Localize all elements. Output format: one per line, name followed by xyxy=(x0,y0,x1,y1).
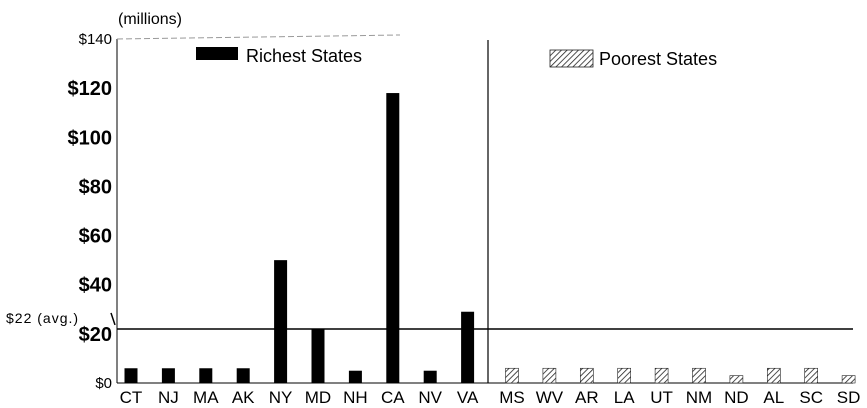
category-label-sc: SC xyxy=(799,388,823,407)
average-label-tick xyxy=(110,312,116,326)
y-tick-label: $80 xyxy=(79,176,112,198)
category-label-ma: MA xyxy=(193,388,219,407)
category-label-nh: NH xyxy=(343,388,368,407)
bar-ar xyxy=(579,367,594,384)
y-tick-label: $40 xyxy=(79,275,112,297)
bar-nv xyxy=(423,370,437,383)
category-label-ny: NY xyxy=(269,388,293,407)
bar-ak xyxy=(236,368,250,383)
bar-ct xyxy=(124,368,138,383)
units-label: (millions) xyxy=(118,11,182,28)
legend-poorest: Poorest States xyxy=(549,49,717,69)
legend-swatch-richest xyxy=(196,47,238,60)
legend-swatch-poorest xyxy=(549,49,594,68)
bar-al xyxy=(766,367,781,384)
category-label-sd: SD xyxy=(837,388,861,407)
category-label-va: VA xyxy=(457,388,479,407)
bar-ca xyxy=(386,93,400,384)
y-tick-label: $60 xyxy=(79,226,112,248)
bar-la xyxy=(617,367,632,384)
bar-sc xyxy=(804,367,819,384)
chart-frame xyxy=(116,34,853,384)
category-label-la: LA xyxy=(614,388,635,407)
y-tick-label: $100 xyxy=(68,127,113,149)
category-label-ms: MS xyxy=(499,388,525,407)
y-tick-label: $120 xyxy=(68,78,113,100)
bar-nm xyxy=(692,367,706,384)
bar-va xyxy=(461,311,475,383)
bar-nh xyxy=(348,370,362,383)
category-label-ct: CT xyxy=(120,388,143,407)
legend-richest: Richest States xyxy=(196,46,364,68)
bar-ny xyxy=(274,260,288,383)
category-label-ut: UT xyxy=(650,388,673,407)
bar-md xyxy=(311,328,325,383)
bar-nj xyxy=(161,368,175,383)
category-label-ak: AK xyxy=(232,388,255,407)
category-label-al: AL xyxy=(763,388,784,407)
y-tick-label: $140 xyxy=(79,31,112,48)
bar-ma xyxy=(199,368,213,383)
category-label-nj: NJ xyxy=(158,388,179,407)
average-label: $22 (avg.) xyxy=(6,310,79,326)
bar-ms xyxy=(505,367,519,384)
y-tick-label: $0 xyxy=(95,375,112,392)
category-label-wv: WV xyxy=(536,388,564,407)
y-tick-label: $20 xyxy=(79,324,112,346)
legend-label-richest: Richest States xyxy=(246,46,362,66)
category-label-nd: ND xyxy=(724,388,749,407)
bar-ut xyxy=(654,367,669,384)
category-label-md: MD xyxy=(305,388,331,407)
bar-nd xyxy=(729,375,744,384)
bar-wv xyxy=(542,367,557,384)
legend-label-poorest: Poorest States xyxy=(599,49,717,69)
category-label-nv: NV xyxy=(418,388,442,407)
bar-sd xyxy=(841,375,856,384)
category-label-ca: CA xyxy=(381,388,405,407)
category-label-ar: AR xyxy=(575,388,599,407)
category-label-nm: NM xyxy=(686,388,712,407)
